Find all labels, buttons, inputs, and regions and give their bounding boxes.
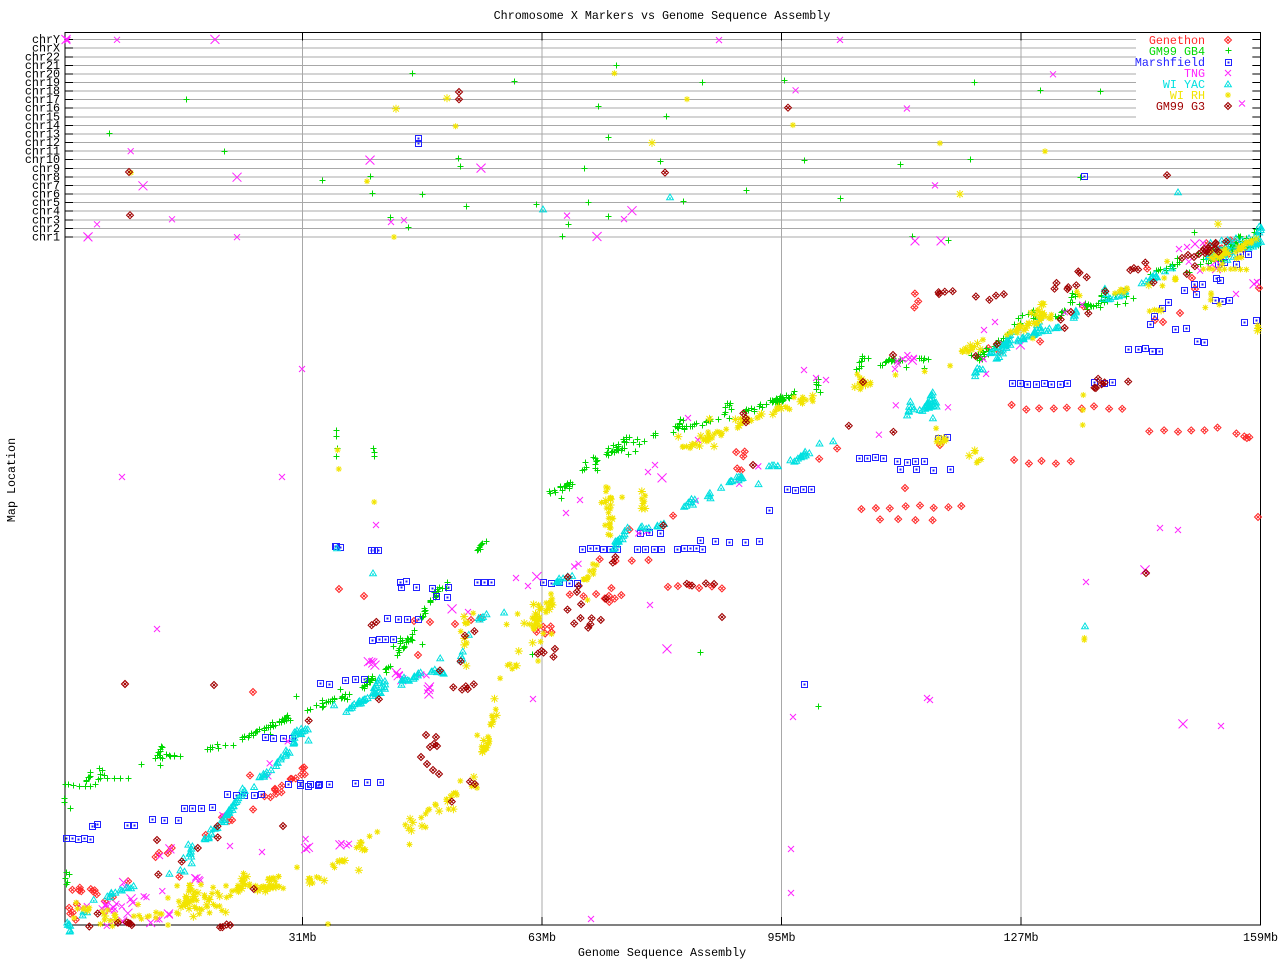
svg-text:chr1: chr1: [32, 230, 60, 244]
svg-text:Marshfield: Marshfield: [1135, 56, 1205, 70]
svg-text:127Mb: 127Mb: [1003, 931, 1038, 945]
svg-text:chr11: chr11: [25, 145, 60, 159]
svg-text:chr22: chr22: [25, 50, 60, 64]
svg-text:chr4: chr4: [32, 205, 60, 219]
svg-text:chr8: chr8: [32, 170, 60, 184]
svg-text:chr21: chr21: [25, 59, 60, 73]
svg-text:Map Location: Map Location: [5, 438, 19, 522]
svg-text:31Mb: 31Mb: [288, 931, 316, 945]
svg-text:chr6: chr6: [32, 188, 60, 202]
svg-text:TNG: TNG: [1184, 67, 1205, 81]
svg-text:159Mb: 159Mb: [1243, 931, 1278, 945]
svg-text:WI YAC: WI YAC: [1163, 78, 1205, 92]
svg-text:chr13: chr13: [25, 128, 60, 142]
svg-text:63Mb: 63Mb: [528, 931, 556, 945]
svg-text:chr20: chr20: [25, 67, 60, 81]
svg-text:chr15: chr15: [25, 110, 60, 124]
svg-text:GM99 G3: GM99 G3: [1156, 100, 1205, 114]
svg-text:chr18: chr18: [25, 85, 60, 99]
svg-text:95Mb: 95Mb: [767, 931, 795, 945]
svg-text:chr12: chr12: [25, 136, 60, 150]
svg-text:chr16: chr16: [25, 102, 60, 116]
svg-text:chr9: chr9: [32, 162, 60, 176]
svg-text:chrY: chrY: [32, 33, 60, 47]
svg-text:chr19: chr19: [25, 76, 60, 90]
svg-text:WI RH: WI RH: [1170, 89, 1205, 103]
svg-text:Genome Sequence Assembly: Genome Sequence Assembly: [578, 946, 746, 960]
svg-text:chr7: chr7: [32, 179, 60, 193]
svg-text:chr5: chr5: [32, 196, 60, 210]
svg-text:chr2: chr2: [32, 222, 60, 236]
svg-text:chrX: chrX: [32, 42, 60, 56]
svg-text:chr17: chr17: [25, 93, 60, 107]
svg-text:GM99 GB4: GM99 GB4: [1149, 45, 1205, 59]
svg-text:Chromosome X Markers vs Genome: Chromosome X Markers vs Genome Sequence …: [494, 9, 831, 23]
svg-text:chr3: chr3: [32, 213, 60, 227]
svg-text:Genethon: Genethon: [1149, 34, 1205, 48]
svg-text:chr14: chr14: [25, 119, 60, 133]
svg-text:chr10: chr10: [25, 153, 60, 167]
